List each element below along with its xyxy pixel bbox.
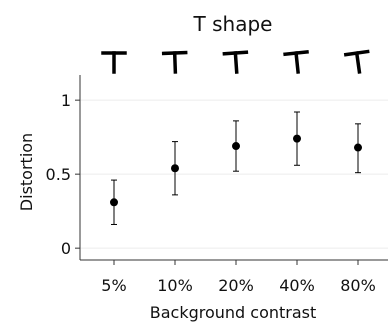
x-tick-label: 10% xyxy=(157,276,193,295)
x-tick-label: 40% xyxy=(279,276,315,295)
data-points xyxy=(110,134,362,207)
gridlines xyxy=(80,99,388,249)
t-shape-icon xyxy=(101,51,127,74)
data-point xyxy=(354,143,362,152)
chart-title: T shape xyxy=(193,12,273,36)
t-shape-icon xyxy=(222,50,249,74)
t-shape-icons xyxy=(101,49,370,74)
t-shape-icon xyxy=(283,49,309,74)
error-bars xyxy=(111,111,361,225)
t-shape-icon xyxy=(161,50,188,74)
x-tick-label: 20% xyxy=(218,276,254,295)
data-point xyxy=(293,134,301,143)
data-point xyxy=(110,198,118,207)
x-axis-label: Background contrast xyxy=(150,303,317,322)
x-ticks: 5% 10% 20% 40% 80% xyxy=(101,260,376,295)
y-tick-label: 1 xyxy=(61,91,71,110)
y-ticks: 00.51 xyxy=(46,91,80,258)
y-axis-label: Distortion xyxy=(17,133,36,211)
y-tick-label: 0 xyxy=(61,239,71,258)
t-shape-icon xyxy=(343,49,370,74)
data-point xyxy=(232,142,240,151)
data-point xyxy=(171,164,179,173)
x-tick-label: 80% xyxy=(340,276,376,295)
y-tick-label: 0.5 xyxy=(46,165,71,184)
x-tick-label: 5% xyxy=(101,276,126,295)
